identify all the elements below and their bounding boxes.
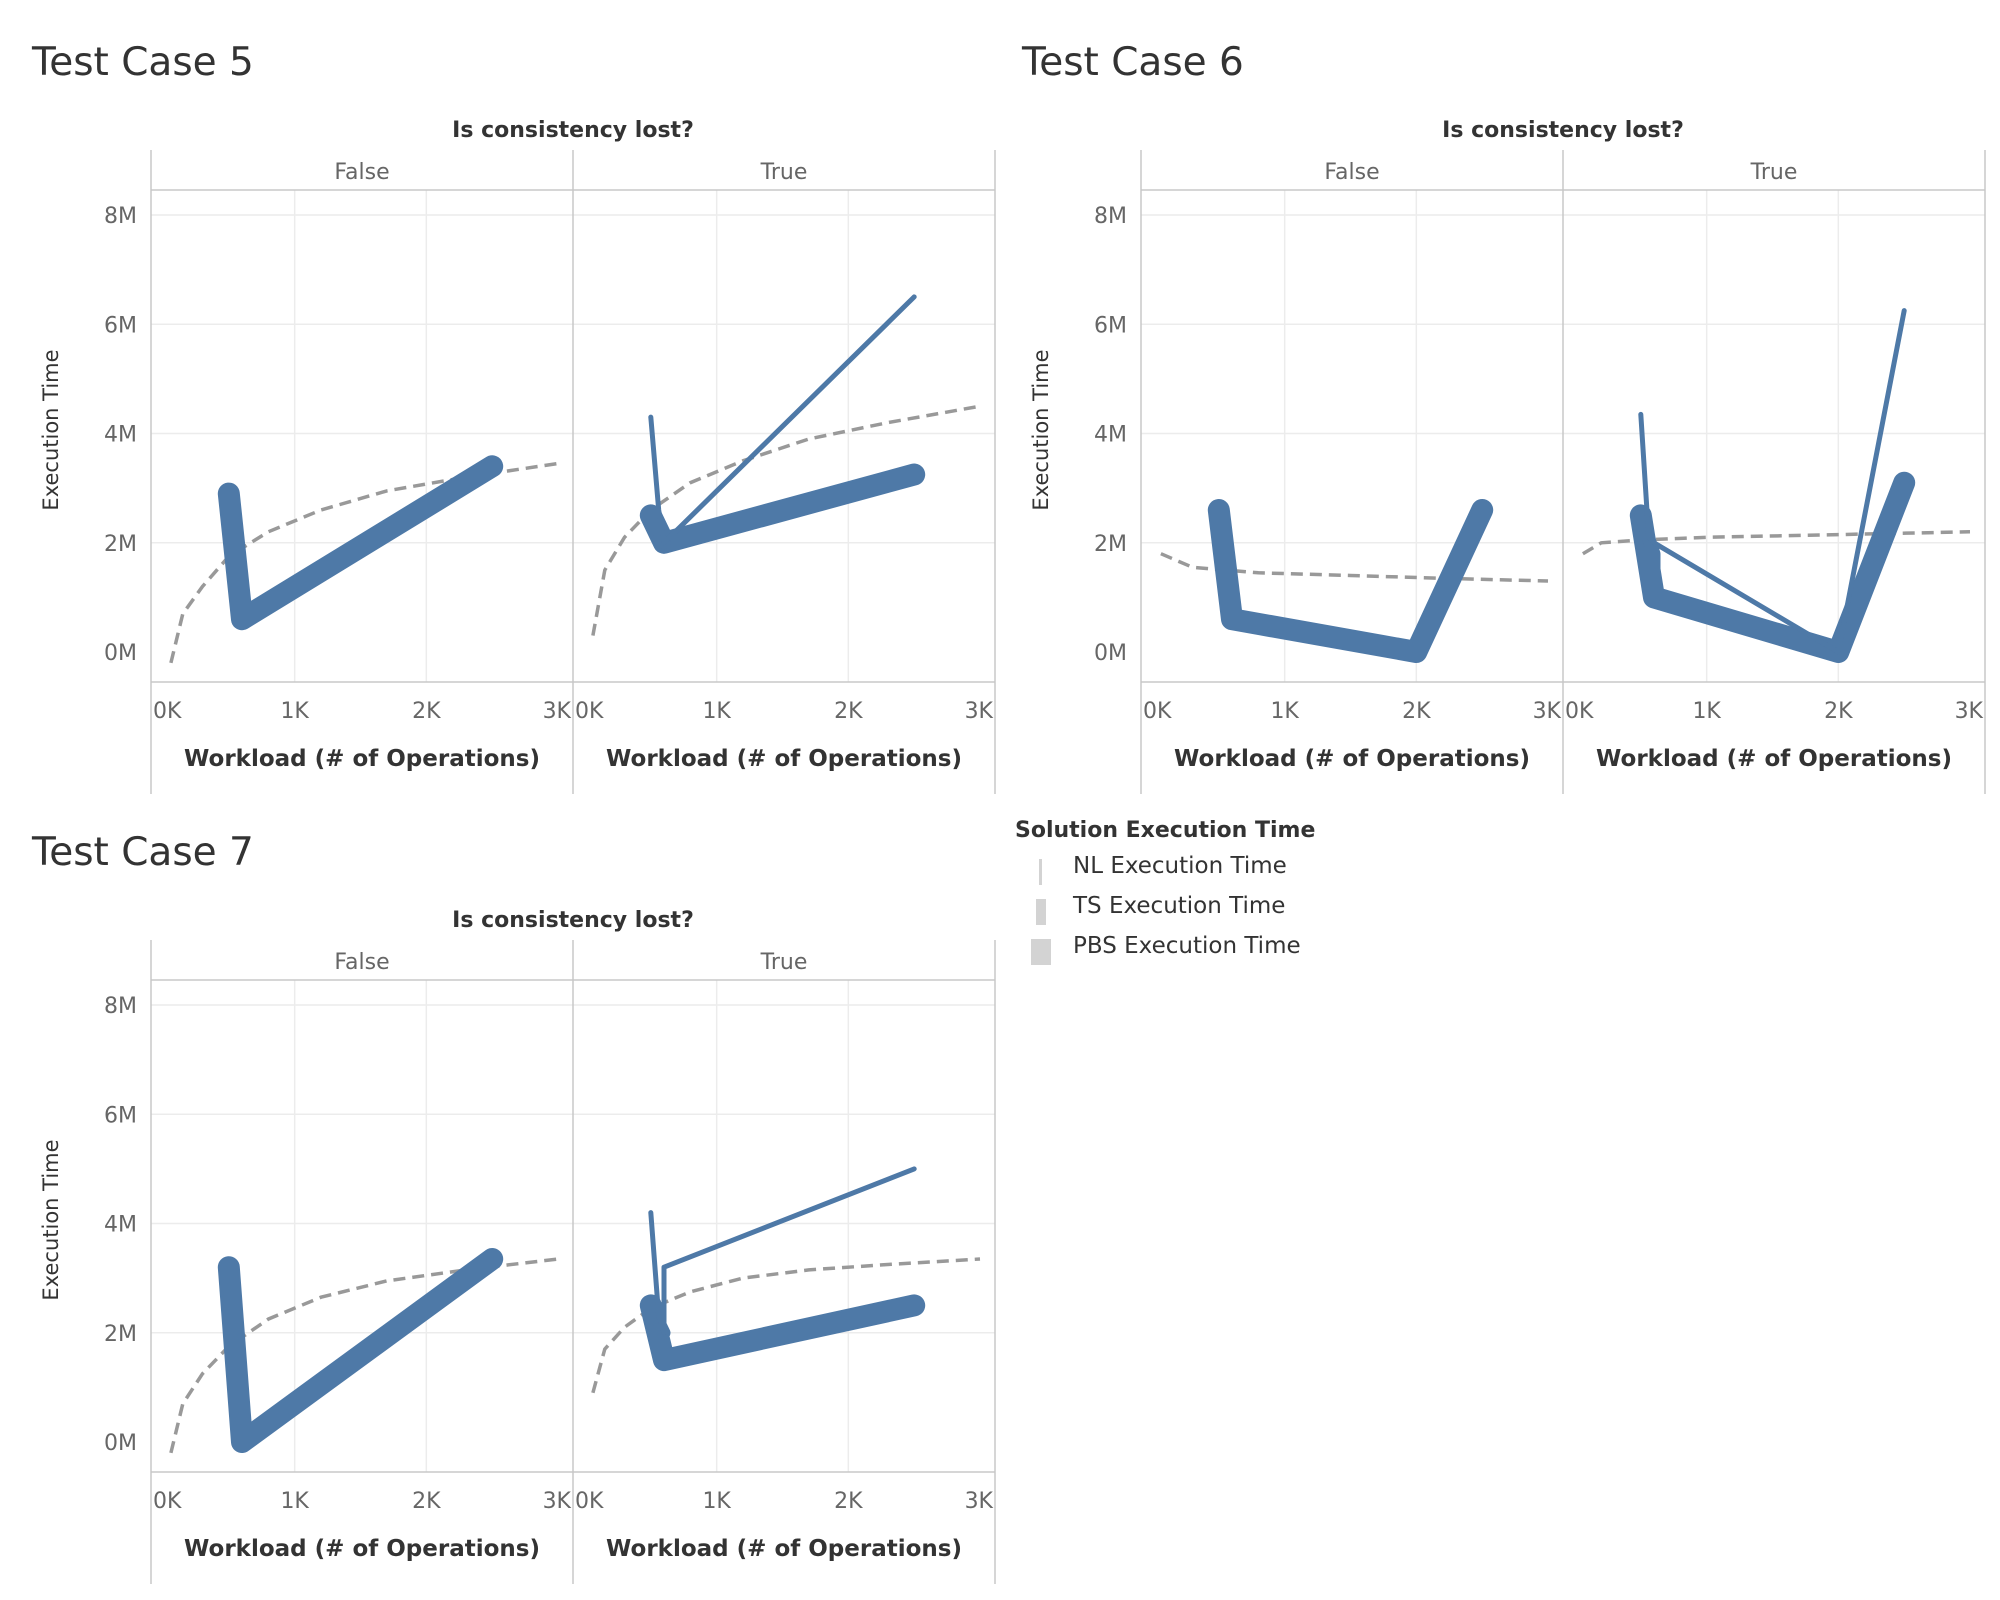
chart1-panel-false-x-tick-label: 1K	[280, 699, 309, 724]
chart3-panel-true-x-tick-label: 0K	[575, 1489, 604, 1514]
chart2-panel-true-series-ts	[1634, 508, 1661, 604]
chart2-panel-false-x-tick-label: 1K	[1270, 699, 1299, 724]
chart1-y-tick-label: 2M	[104, 532, 137, 557]
legend-label-pbs: PBS Execution Time	[1073, 933, 1301, 959]
chart1-panel-false-x-tick-label: 3K	[543, 699, 572, 724]
chart2-panel-false-x-axis-label: Workload (# of Operations)	[1174, 746, 1530, 772]
chart2-panel-true-x-tick-label: 1K	[1692, 699, 1721, 724]
chart3-facet-title: Is consistency lost?	[452, 908, 694, 933]
chart3-panel-true-header: True	[760, 950, 808, 975]
chart3-panel-true-x-tick-label: 3K	[965, 1489, 994, 1514]
chart3-y-tick-label: 4M	[104, 1213, 137, 1238]
legend-label-nl: NL Execution Time	[1073, 853, 1287, 879]
legend-item-ts[interactable]: TS Execution Time	[1015, 893, 1315, 933]
legend-swatch-thick	[1031, 939, 1051, 965]
chart1-panel-true-trend-line	[591, 404, 981, 636]
chart2-panel-true-header: True	[1750, 160, 1798, 185]
legend-swatch-medium	[1036, 899, 1046, 925]
test-case-7-title: Test Case 7	[32, 830, 254, 875]
chart1-y-tick-label: 8M	[104, 204, 137, 229]
test-case-6-title: Test Case 6	[1022, 40, 1244, 85]
chart2-y-tick-label: 8M	[1094, 204, 1127, 229]
chart3-panel-false-x-tick-label: 0K	[153, 1489, 182, 1514]
chart3-panel-false-x-tick-label: 2K	[412, 1489, 441, 1514]
chart1-panel-true-x-tick-label: 3K	[965, 699, 994, 724]
chart3-panel-false-x-tick-label: 3K	[543, 1489, 572, 1514]
chart1-panel-false-x-tick-label: 0K	[153, 699, 182, 724]
chart2-facet-title: Is consistency lost?	[1442, 118, 1684, 143]
chart1-y-tick-label: 6M	[104, 313, 137, 338]
chart2-y-tick-label: 6M	[1094, 313, 1127, 338]
chart3-panel-true-x-axis-label: Workload (# of Operations)	[606, 1536, 962, 1562]
chart1-panel-true-series-nl	[648, 294, 917, 546]
legend-item-pbs[interactable]: PBS Execution Time	[1015, 933, 1315, 973]
chart1-panel-true-x-tick-label: 1K	[702, 699, 731, 724]
chart1-panel-true-x-axis-label: Workload (# of Operations)	[606, 746, 962, 772]
legend: Solution Execution Time NL Execution Tim…	[1015, 818, 1315, 973]
chart2-panel-false-x-tick-label: 0K	[1143, 699, 1172, 724]
chart1-panel-false-x-tick-label: 2K	[412, 699, 441, 724]
chart1-panel-true-series-pbs	[639, 463, 926, 554]
chart2-panel-true-x-tick-label: 3K	[1955, 699, 1984, 724]
chart2-panel-false-x-tick-label: 3K	[1533, 699, 1562, 724]
chart1-y-tick-label: 4M	[104, 423, 137, 448]
chart3-panel-true-series-nl	[648, 1166, 917, 1336]
legend-swatch-thin	[1039, 859, 1042, 885]
chart3-y-tick-label: 0M	[104, 1431, 137, 1456]
chart2-y-tick-label: 4M	[1094, 423, 1127, 448]
chart3-panel-false-x-tick-label: 1K	[280, 1489, 309, 1514]
chart3-y-tick-label: 8M	[104, 994, 137, 1019]
chart1-y-axis-label: Execution Time	[39, 349, 63, 510]
chart1-facet-title: Is consistency lost?	[452, 118, 694, 143]
legend-item-nl[interactable]: NL Execution Time	[1015, 853, 1315, 893]
chart1-panel-true-x-tick-label: 2K	[834, 699, 863, 724]
chart2-panel-true-x-axis-label: Workload (# of Operations)	[1596, 746, 1952, 772]
chart2-panel-true-series-pbs	[1629, 471, 1916, 663]
chart2-y-tick-label: 0M	[1094, 641, 1127, 666]
chart2-panel-true-x-tick-label: 2K	[1824, 699, 1853, 724]
chart2-y-axis-label: Execution Time	[1029, 349, 1053, 510]
test-case-5-title: Test Case 5	[32, 40, 254, 85]
chart3-panel-true-x-tick-label: 2K	[834, 1489, 863, 1514]
chart3-panel-false-header: False	[334, 950, 389, 975]
chart1-panel-true-x-tick-label: 0K	[575, 699, 604, 724]
chart1-panel-false-header: False	[334, 160, 389, 185]
chart3-panel-true-x-tick-label: 1K	[702, 1489, 731, 1514]
chart3-panel-false-trend-line	[169, 1257, 559, 1454]
legend-label-ts: TS Execution Time	[1073, 893, 1286, 919]
chart1-y-tick-label: 0M	[104, 641, 137, 666]
chart3-y-axis-label: Execution Time	[39, 1139, 63, 1300]
chart2-panel-false-x-tick-label: 2K	[1402, 699, 1431, 724]
chart2-panel-false-trend-line	[1160, 552, 1549, 583]
chart1-panel-false-x-axis-label: Workload (# of Operations)	[184, 746, 540, 772]
chart2-panel-true-series-nl	[1638, 308, 1907, 655]
chart1-panel-false-trend-line	[169, 461, 559, 664]
chart2-panel-false-series-pbs	[1207, 499, 1494, 663]
chart3-y-tick-label: 2M	[104, 1322, 137, 1347]
chart3-panel-false-x-axis-label: Workload (# of Operations)	[184, 1536, 540, 1562]
chart3-y-tick-label: 6M	[104, 1103, 137, 1128]
chart3-panel-true-trend-line	[591, 1257, 981, 1394]
chart2-y-tick-label: 2M	[1094, 532, 1127, 557]
chart2-panel-true-x-tick-label: 0K	[1565, 699, 1594, 724]
chart2-panel-false-header: False	[1324, 160, 1379, 185]
chart1-panel-false-series-pbs	[217, 455, 504, 631]
chart1-panel-true-header: True	[760, 160, 808, 185]
chart3-panel-false-series-pbs	[217, 1248, 504, 1453]
legend-title: Solution Execution Time	[1015, 818, 1316, 843]
